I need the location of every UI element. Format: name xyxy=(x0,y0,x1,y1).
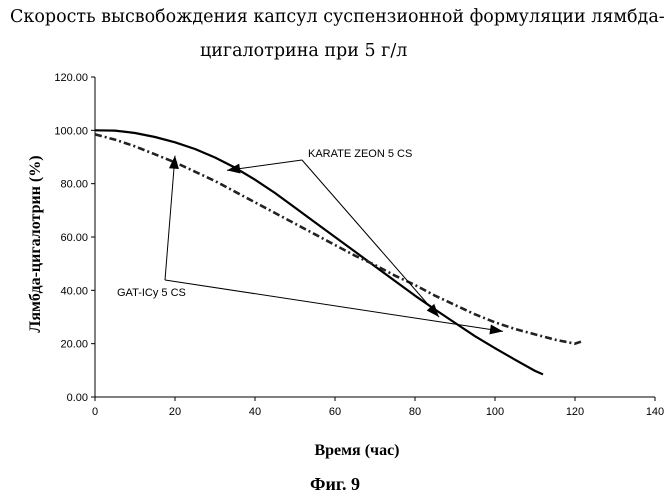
x-tick-label: 100 xyxy=(486,406,504,418)
y-ticks: 0.00 20.00 40.00 60.00 80.00 100.00 120.00 xyxy=(54,72,95,404)
x-tick-label: 0 xyxy=(92,406,98,418)
x-tick-label: 80 xyxy=(409,406,421,418)
x-tick-label: 20 xyxy=(169,406,181,418)
gat-arrow-2-arrowhead xyxy=(489,324,503,335)
x-ticks: 0 20 40 60 80 100 120 140 xyxy=(92,397,664,418)
x-axis-title: Время (час) xyxy=(314,442,399,459)
y-tick-label: 0.00 xyxy=(67,392,88,404)
x-tick-label: 60 xyxy=(329,406,341,418)
chart-title-line-1: Скорость высвобождения капсул суспензион… xyxy=(10,7,665,27)
annotation-karate-zeon: KARATE ZEON 5 CS xyxy=(308,148,412,160)
y-tick-label: 120.00 xyxy=(54,72,88,84)
y-tick-label: 60.00 xyxy=(60,232,88,244)
chart-title-line-2: цигалотрина при 5 г/л xyxy=(200,41,408,61)
karate-arrow-2-arrowhead xyxy=(426,303,439,317)
series-line-karate-zeon xyxy=(94,129,544,376)
y-tick-label: 40.00 xyxy=(60,285,88,297)
annotation-layer: KARATE ZEON 5 CS GAT-ICy 5 CS xyxy=(117,148,504,335)
chart-axes xyxy=(94,77,655,398)
series-layer xyxy=(94,129,584,376)
gat-arrow-1-leader xyxy=(164,155,176,281)
x-tick-label: 40 xyxy=(249,406,261,418)
gat-arrow-2-leader xyxy=(164,279,504,332)
x-tick-label: 120 xyxy=(566,406,584,418)
karate-arrow-2-leader xyxy=(301,159,440,318)
figure-caption: Фиг. 9 xyxy=(310,474,360,494)
y-tick-label: 20.00 xyxy=(60,339,88,351)
series-line-gat-icy xyxy=(94,133,584,345)
gat-arrow-1-arrowhead xyxy=(168,155,179,170)
x-tick-label: 140 xyxy=(646,406,664,418)
y-tick-label: 100.00 xyxy=(54,125,88,137)
annotation-gat-icy: GAT-ICy 5 CS xyxy=(117,287,186,299)
karate-arrow-1-arrowhead xyxy=(227,163,241,174)
y-axis-title: Лямбда-цигалотрин (%) xyxy=(27,155,44,332)
y-tick-label: 80.00 xyxy=(60,179,88,191)
